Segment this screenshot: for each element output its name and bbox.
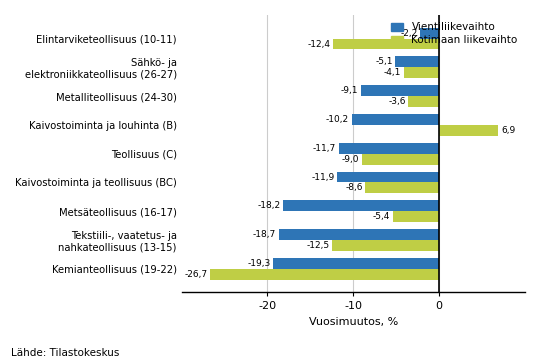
Text: -4,1: -4,1: [384, 68, 401, 77]
Text: -9,1: -9,1: [341, 86, 359, 95]
Bar: [361, 85, 439, 96]
Text: -12,4: -12,4: [307, 40, 330, 49]
Bar: [352, 114, 439, 125]
Text: -5,1: -5,1: [375, 57, 393, 66]
Text: 6,9: 6,9: [501, 126, 515, 135]
Bar: [337, 172, 439, 183]
Text: -2,2: -2,2: [401, 28, 418, 37]
Text: -18,2: -18,2: [257, 201, 280, 210]
Text: -11,7: -11,7: [313, 144, 336, 153]
Bar: [420, 28, 439, 39]
Text: -11,9: -11,9: [311, 172, 334, 181]
Legend: Vientiliikevaihto, Kotimaan liikevaihto: Vientiliikevaihto, Kotimaan liikevaihto: [389, 20, 520, 48]
Bar: [333, 39, 439, 49]
Text: Lähde: Tilastokeskus: Lähde: Tilastokeskus: [11, 348, 119, 359]
Bar: [339, 143, 439, 154]
Bar: [283, 201, 439, 211]
Bar: [366, 183, 439, 193]
Bar: [273, 258, 439, 269]
Text: -9,0: -9,0: [342, 155, 359, 164]
Bar: [210, 269, 439, 280]
Bar: [404, 67, 439, 78]
X-axis label: Vuosimuutos, %: Vuosimuutos, %: [309, 317, 398, 327]
Text: -8,6: -8,6: [345, 184, 363, 193]
Text: -10,2: -10,2: [326, 115, 349, 124]
Text: -26,7: -26,7: [184, 270, 207, 279]
Text: -19,3: -19,3: [248, 259, 271, 268]
Text: -3,6: -3,6: [388, 97, 406, 106]
Bar: [395, 57, 439, 67]
Bar: [408, 96, 439, 107]
Bar: [439, 125, 498, 136]
Text: -5,4: -5,4: [373, 212, 390, 221]
Bar: [332, 240, 439, 251]
Bar: [393, 211, 439, 222]
Bar: [362, 154, 439, 165]
Text: -12,5: -12,5: [306, 241, 329, 250]
Text: -18,7: -18,7: [253, 230, 276, 239]
Bar: [279, 229, 439, 240]
